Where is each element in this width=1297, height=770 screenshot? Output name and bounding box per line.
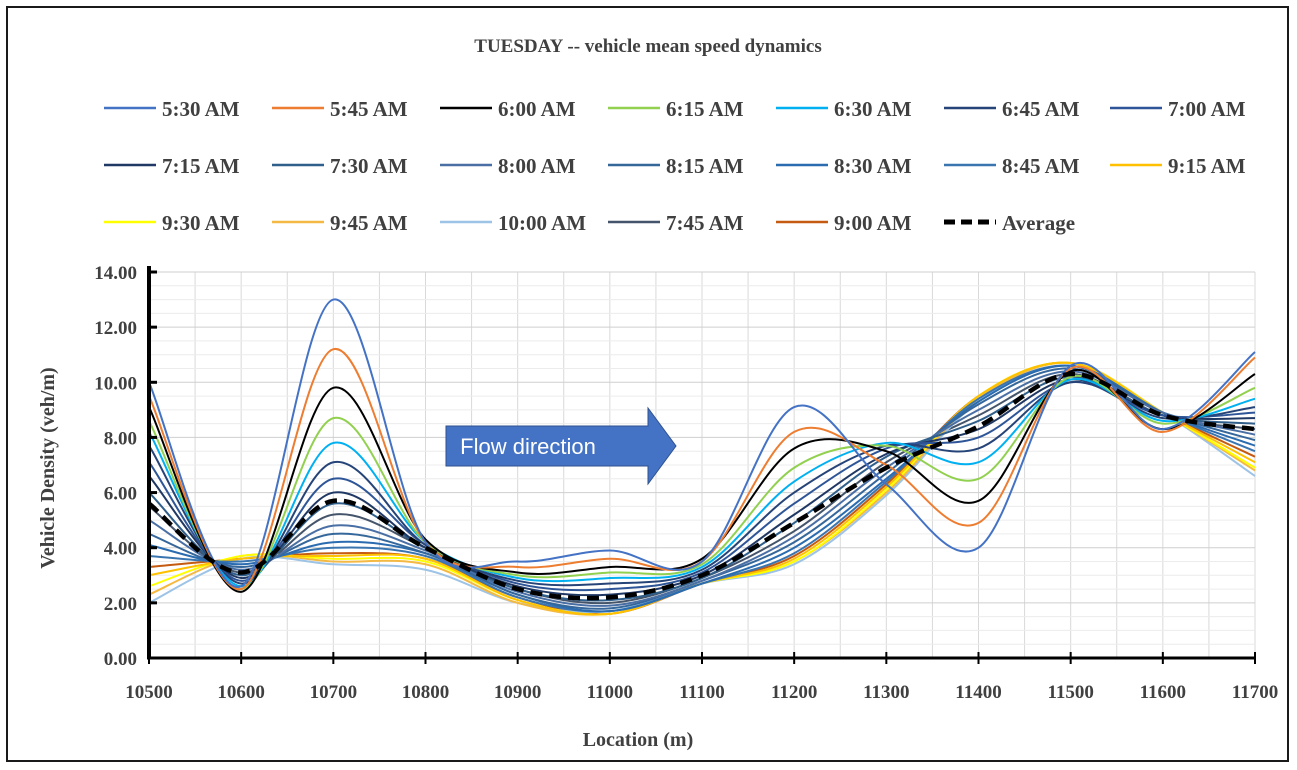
y-tick-label: 8.00	[104, 428, 137, 449]
legend-label-7-00-am: 7:00 AM	[1168, 97, 1246, 121]
x-tick-label: 10700	[310, 682, 358, 703]
x-tick-label: 10500	[125, 682, 173, 703]
legend-label-6-15-am: 6:15 AM	[666, 97, 744, 121]
chart-frame: TUESDAY -- vehicle mean speed dynamics 5…	[6, 6, 1289, 762]
legend-label-7-45-am: 7:45 AM	[666, 211, 744, 235]
legend-label-5-30-am: 5:30 AM	[162, 97, 240, 121]
legend-label-9-45-am: 9:45 AM	[330, 211, 408, 235]
series-line-6-30-am	[148, 377, 1256, 588]
x-tick-label: 11200	[771, 682, 817, 703]
legend-label-8-45-am: 8:45 AM	[1002, 154, 1080, 178]
x-axis-label: Location (m)	[583, 729, 694, 751]
x-tick-label: 10900	[494, 682, 542, 703]
series-line-5-30-am	[148, 298, 1256, 588]
series-line-average	[147, 371, 1256, 601]
legend-label-9-15-am: 9:15 AM	[1168, 154, 1246, 178]
y-tick-label: 4.00	[104, 539, 137, 560]
x-tick-label: 11600	[1140, 682, 1186, 703]
y-axis-label: Vehicle Density (veh/m)	[37, 367, 59, 568]
y-tick-label: 0.00	[104, 649, 137, 670]
chart-title: TUESDAY -- vehicle mean speed dynamics	[474, 36, 821, 57]
legend: 5:30 AM 5:45 AM 6:00 AM 6:15 AM 6:30 AM 6:45 …	[104, 97, 1246, 235]
x-tick-label: 10600	[217, 682, 265, 703]
x-tick-label: 10800	[402, 682, 450, 703]
legend-label-7-15-am: 7:15 AM	[162, 154, 240, 178]
y-tick-label: 6.00	[104, 484, 137, 505]
y-tick-label: 2.00	[104, 594, 137, 615]
y-tick-label: 10.00	[94, 373, 137, 394]
y-tick-label: 12.00	[94, 318, 137, 339]
x-tick-label: 11500	[1047, 682, 1093, 703]
x-tick-label: 11300	[863, 682, 909, 703]
line-chart: TUESDAY -- vehicle mean speed dynamics 5…	[37, 36, 1278, 751]
legend-label-7-30-am: 7:30 AM	[330, 154, 408, 178]
legend-label-6-00-am: 6:00 AM	[498, 97, 576, 121]
legend-label-6-45-am: 6:45 AM	[1002, 97, 1080, 121]
legend-label-8-30-am: 8:30 AM	[834, 154, 912, 178]
flow-direction-label: Flow direction	[460, 434, 596, 459]
legend-label-9-00-am: 9:00 AM	[834, 211, 912, 235]
legend-label-8-00-am: 8:00 AM	[498, 154, 576, 178]
series-layer	[147, 298, 1256, 616]
x-tick-label: 11400	[955, 682, 1001, 703]
legend-label-average: Average	[1002, 211, 1075, 235]
x-tick-label: 11700	[1232, 682, 1278, 703]
series-line-6-15-am	[148, 374, 1256, 591]
axes: 0.00 2.00 4.00 6.00 8.00 10.00 12.00 14.00 10500…	[94, 263, 1278, 703]
flow-direction-annotation: Flow direction	[445, 406, 677, 486]
flow-direction-arrow	[445, 406, 677, 486]
grid	[148, 271, 1256, 659]
legend-label-9-30-am: 9:30 AM	[162, 211, 240, 235]
legend-label-10-00-am: 10:00 AM	[498, 211, 586, 235]
legend-label-5-45-am: 5:45 AM	[330, 97, 408, 121]
series-line-6-45-am	[148, 380, 1256, 587]
legend-label-6-30-am: 6:30 AM	[834, 97, 912, 121]
x-tick-label: 11000	[587, 682, 633, 703]
y-tick-label: 14.00	[94, 263, 137, 284]
x-tick-label: 11100	[679, 682, 724, 703]
legend-label-8-15-am: 8:15 AM	[666, 154, 744, 178]
